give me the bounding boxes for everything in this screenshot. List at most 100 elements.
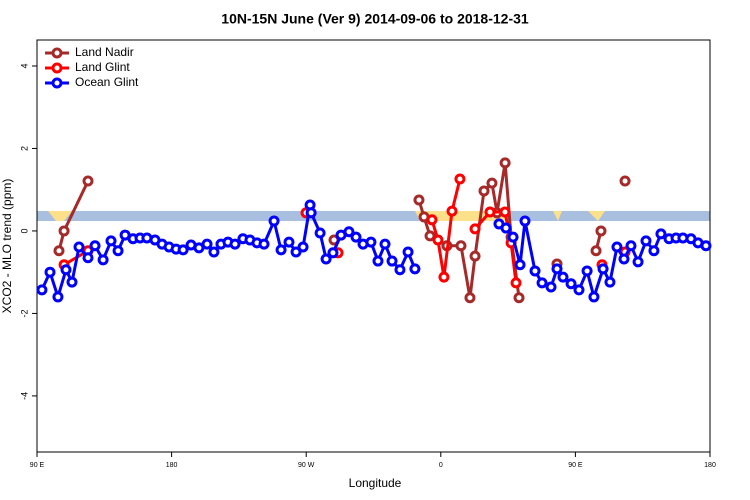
data-point — [402, 246, 414, 258]
data-point — [595, 225, 607, 237]
legend-marker — [51, 47, 63, 59]
data-point — [632, 256, 644, 268]
data-point — [305, 207, 317, 219]
data-point — [551, 263, 563, 275]
coverage-patch — [553, 211, 562, 221]
data-point — [545, 281, 557, 293]
data-point — [536, 277, 548, 289]
data-point — [36, 284, 48, 296]
y-tick-label: 2 — [19, 146, 29, 151]
data-point — [201, 238, 213, 250]
data-point — [89, 240, 101, 252]
data-point — [529, 265, 541, 277]
data-point — [519, 215, 531, 227]
data-point — [58, 225, 70, 237]
data-point — [275, 244, 287, 256]
x-tick-label: 180 — [166, 462, 178, 469]
data-point — [478, 185, 490, 197]
y-tick-label: -4 — [19, 392, 29, 400]
data-point — [597, 263, 609, 275]
data-point — [590, 245, 602, 257]
data-point — [343, 226, 355, 238]
data-point — [379, 238, 391, 250]
data-point — [469, 250, 481, 262]
data-point — [510, 277, 522, 289]
data-point — [484, 206, 496, 218]
data-point — [290, 246, 302, 258]
data-point — [82, 252, 94, 264]
data-point — [82, 175, 94, 187]
data-point — [193, 242, 205, 254]
data-point — [464, 292, 476, 304]
data-point — [573, 284, 585, 296]
data-point — [619, 175, 631, 187]
data-point — [44, 266, 56, 278]
data-point — [438, 271, 450, 283]
data-point — [640, 235, 652, 247]
x-tick-label: 0 — [439, 462, 443, 469]
y-axis-label: XCO2 - MLO trend (ppm) — [0, 179, 14, 314]
data-point — [565, 278, 577, 290]
legend-label: Ocean Glint — [75, 75, 139, 89]
data-point — [66, 276, 78, 288]
data-point — [426, 214, 438, 226]
data-point — [350, 231, 362, 243]
data-point — [372, 255, 384, 267]
data-point — [283, 236, 295, 248]
coverage-band — [37, 211, 710, 221]
x-tick-label: 90 W — [298, 462, 315, 469]
legend-marker — [51, 77, 63, 89]
data-point — [413, 194, 425, 206]
data-point — [112, 245, 124, 257]
data-point — [177, 244, 189, 256]
data-point — [588, 291, 600, 303]
data-point — [499, 206, 511, 218]
data-point — [486, 177, 498, 189]
data-point — [469, 223, 481, 235]
data-point — [297, 241, 309, 253]
x-tick-label: 90 E — [30, 462, 45, 469]
data-point — [611, 241, 623, 253]
data-point — [557, 271, 569, 283]
x-axis-label: Longitude — [349, 476, 402, 490]
data-point — [52, 291, 64, 303]
data-point — [648, 245, 660, 257]
data-point — [432, 234, 444, 246]
data-point — [513, 292, 525, 304]
x-tick-label: 90 E — [568, 462, 583, 469]
coverage-patch — [48, 211, 72, 221]
data-point — [258, 238, 270, 250]
data-point — [618, 253, 630, 265]
legend-label: Land Glint — [75, 60, 130, 74]
data-point — [409, 263, 421, 275]
data-point — [60, 264, 72, 276]
data-point — [208, 246, 220, 258]
data-point — [499, 157, 511, 169]
legend-label: Land Nadir — [75, 45, 134, 59]
data-point — [700, 240, 712, 252]
data-point — [655, 228, 667, 240]
data-point — [386, 255, 398, 267]
data-point — [365, 236, 377, 248]
data-point — [514, 259, 526, 271]
chart-title: 10N-15N June (Ver 9) 2014-09-06 to 2018-… — [221, 11, 529, 27]
data-point — [314, 227, 326, 239]
data-point — [604, 276, 616, 288]
data-point — [625, 240, 637, 252]
x-tick-label: 180 — [704, 462, 716, 469]
data-point — [268, 215, 280, 227]
data-point — [500, 222, 512, 234]
data-point — [454, 173, 466, 185]
data-point — [73, 241, 85, 253]
data-point — [424, 230, 436, 242]
data-point — [581, 265, 593, 277]
data-point — [320, 253, 332, 265]
data-point — [229, 238, 241, 250]
data-point — [327, 247, 339, 259]
y-tick-label: 4 — [19, 63, 29, 68]
data-point — [394, 264, 406, 276]
data-point — [455, 240, 467, 252]
y-tick-label: -2 — [19, 309, 29, 317]
